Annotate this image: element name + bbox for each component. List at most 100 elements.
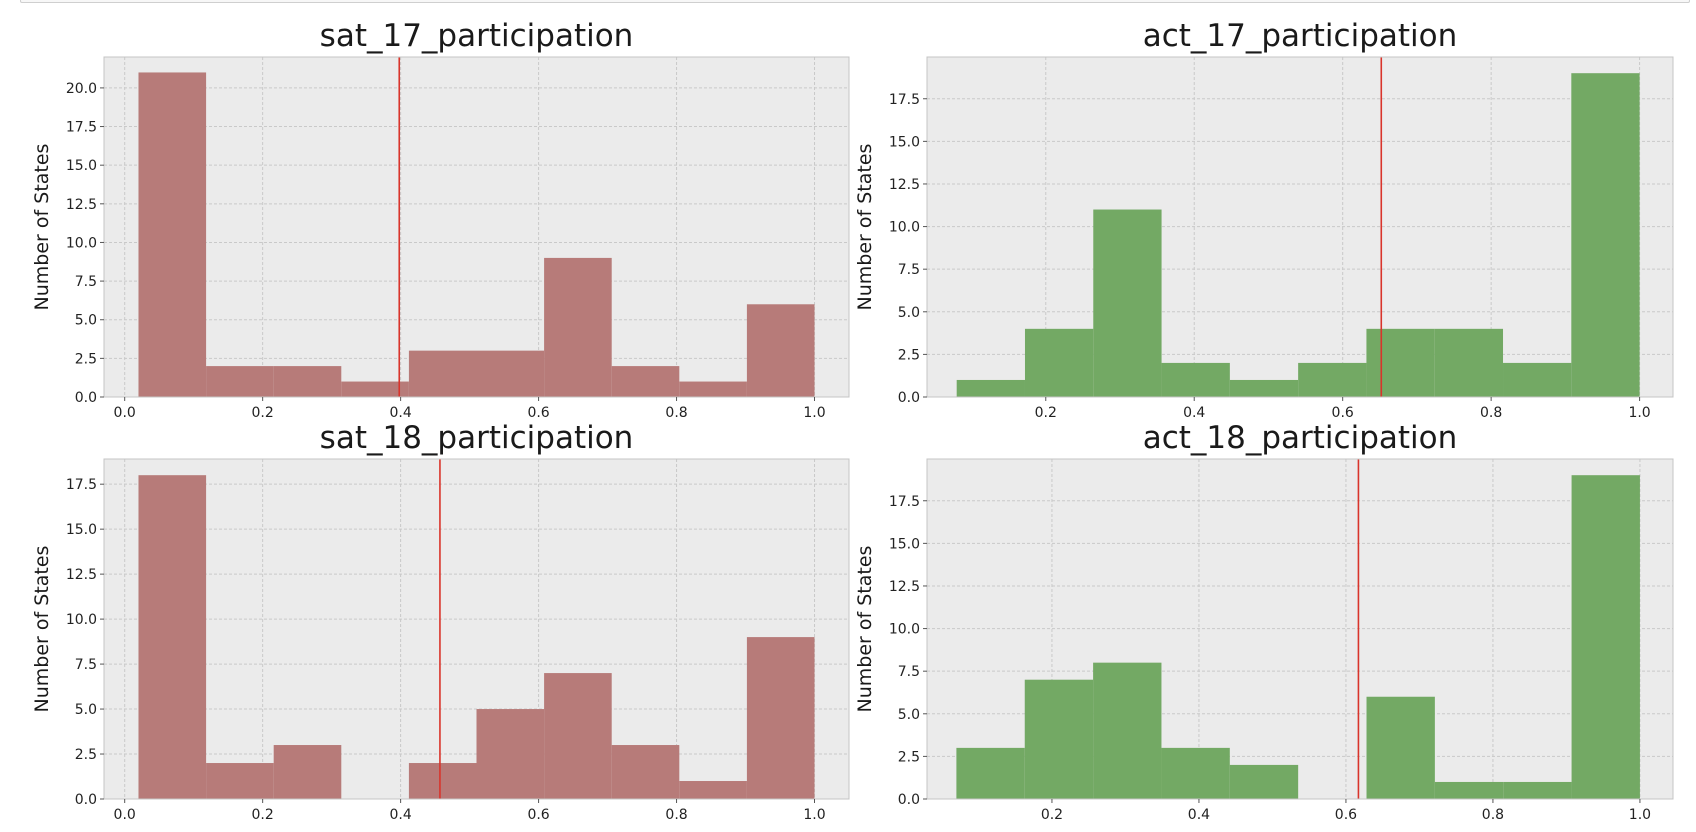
y-tick-label: 15.0 xyxy=(889,134,920,150)
x-tick-label: 0.0 xyxy=(114,405,136,421)
y-axis-label: Number of States xyxy=(854,144,876,311)
histogram-bar xyxy=(1434,781,1504,799)
x-tick-label: 0.6 xyxy=(1335,807,1357,823)
x-tick-label: 0.2 xyxy=(252,807,274,823)
histogram-bar xyxy=(1161,362,1230,397)
histogram-bar xyxy=(1571,475,1640,799)
y-tick-label: 20.0 xyxy=(66,81,97,97)
x-tick-label: 1.0 xyxy=(1629,807,1651,823)
y-tick-label: 5.0 xyxy=(898,707,920,723)
x-tick-label: 1.0 xyxy=(803,405,825,421)
y-tick-label: 15.0 xyxy=(66,522,97,538)
histogram-bar xyxy=(544,257,612,397)
chart-title: act_18_participation xyxy=(1143,420,1458,456)
histogram-bar xyxy=(956,747,1025,799)
x-tick-label: 0.4 xyxy=(389,807,411,823)
histogram-bar xyxy=(1161,747,1230,799)
y-tick-label: 0.0 xyxy=(75,390,97,406)
histogram-bar xyxy=(206,763,274,799)
y-tick-label: 5.0 xyxy=(75,313,97,329)
histogram-bar xyxy=(273,745,342,799)
plot-frame xyxy=(103,56,850,398)
histogram-bar xyxy=(611,745,680,799)
x-tick-label: 0.8 xyxy=(1482,807,1504,823)
histogram-bar xyxy=(1571,73,1640,397)
x-tick-label: 0.2 xyxy=(1041,807,1063,823)
y-tick-label: 10.0 xyxy=(66,235,97,251)
y-tick-label: 17.5 xyxy=(889,92,920,108)
histogram-bar xyxy=(679,381,747,397)
chart-title: sat_18_participation xyxy=(320,420,634,456)
histogram-bar xyxy=(476,350,545,397)
y-tick-label: 0.0 xyxy=(898,390,920,406)
y-tick-label: 0.0 xyxy=(75,792,97,808)
x-tick-label: 0.4 xyxy=(389,405,411,421)
histogram-bar xyxy=(1366,696,1435,799)
y-tick-label: 2.5 xyxy=(898,347,920,363)
x-tick-label: 0.6 xyxy=(527,807,549,823)
y-tick-label: 10.0 xyxy=(66,612,97,628)
x-tick-label: 0.8 xyxy=(665,405,687,421)
cell-output-frame xyxy=(20,0,1690,3)
x-tick-label: 0.2 xyxy=(1035,405,1057,421)
histogram-bar xyxy=(1503,362,1572,397)
histogram-bar xyxy=(273,366,342,397)
histogram-bar xyxy=(1366,328,1435,397)
histogram-bar xyxy=(341,381,409,397)
y-axis-label: Number of States xyxy=(31,144,53,311)
y-tick-label: 10.0 xyxy=(889,220,920,236)
histogram-bar xyxy=(408,350,477,397)
y-tick-label: 2.5 xyxy=(75,351,97,367)
histogram-bar xyxy=(138,475,207,799)
y-tick-label: 0.0 xyxy=(898,792,920,808)
histogram-bar xyxy=(1298,362,1367,397)
x-tick-label: 0.8 xyxy=(1480,405,1502,421)
subplot-sat-17: 0.0 0.2 0.4 0.6 0.8 1.0 0.0 2.5 5.0 7.5 10.0 12.5 15… xyxy=(31,18,850,421)
x-tick-label: 0.4 xyxy=(1183,405,1205,421)
histogram-bar xyxy=(1229,764,1299,799)
x-tick-label: 0.4 xyxy=(1188,807,1210,823)
chart-title: act_17_participation xyxy=(1143,18,1458,54)
histogram-bar xyxy=(1434,328,1504,397)
subplot-act-17: 0.2 0.4 0.6 0.8 1.0 0.0 2.5 5.0 7.5 10.0 12.5 15.0 1… xyxy=(854,18,1674,421)
plot-frame xyxy=(103,458,850,800)
histogram-bar xyxy=(611,366,680,397)
y-tick-label: 15.0 xyxy=(889,536,920,552)
x-tick-label: 0.6 xyxy=(527,405,549,421)
y-tick-label: 2.5 xyxy=(898,749,920,765)
histogram-bar xyxy=(1093,209,1162,397)
x-tick-label: 0.8 xyxy=(665,807,687,823)
x-tick-label: 1.0 xyxy=(1628,405,1650,421)
histogram-bar xyxy=(408,763,477,799)
y-tick-label: 12.5 xyxy=(66,567,97,583)
histogram-bar xyxy=(956,379,1025,397)
subplot-sat-18: 0.0 0.2 0.4 0.6 0.8 1.0 0.0 2.5 5.0 7.5 10.0 12.5 15… xyxy=(31,420,850,823)
plot-area xyxy=(104,57,849,397)
x-tick-label: 0.6 xyxy=(1332,405,1354,421)
x-tick-label: 0.0 xyxy=(114,807,136,823)
histogram-bar xyxy=(206,366,274,397)
x-tick-label: 0.2 xyxy=(252,405,274,421)
y-tick-label: 17.5 xyxy=(66,120,97,136)
y-tick-label: 17.5 xyxy=(66,477,97,493)
histogram-bar xyxy=(138,72,207,398)
y-tick-label: 2.5 xyxy=(75,747,97,763)
y-axis-label: Number of States xyxy=(31,546,53,713)
histogram-bar xyxy=(679,781,747,799)
histogram-bar xyxy=(1024,328,1094,397)
subplot-act-18: 0.2 0.4 0.6 0.8 1.0 0.0 2.5 5.0 7.5 10.0 12.5 15.0 1… xyxy=(854,420,1674,823)
y-tick-label: 5.0 xyxy=(898,305,920,321)
histogram-bar xyxy=(1229,379,1299,397)
y-tick-label: 7.5 xyxy=(75,274,97,290)
y-tick-label: 12.5 xyxy=(889,177,920,193)
y-tick-label: 17.5 xyxy=(889,494,920,510)
y-tick-label: 5.0 xyxy=(75,702,97,718)
histogram-bar xyxy=(476,709,545,799)
chart-title: sat_17_participation xyxy=(320,18,634,54)
y-tick-label: 12.5 xyxy=(889,579,920,595)
histogram-bar xyxy=(746,304,815,397)
y-tick-label: 7.5 xyxy=(75,657,97,673)
y-tick-label: 15.0 xyxy=(66,158,97,174)
histogram-bar xyxy=(544,673,612,799)
y-tick-label: 7.5 xyxy=(898,664,920,680)
